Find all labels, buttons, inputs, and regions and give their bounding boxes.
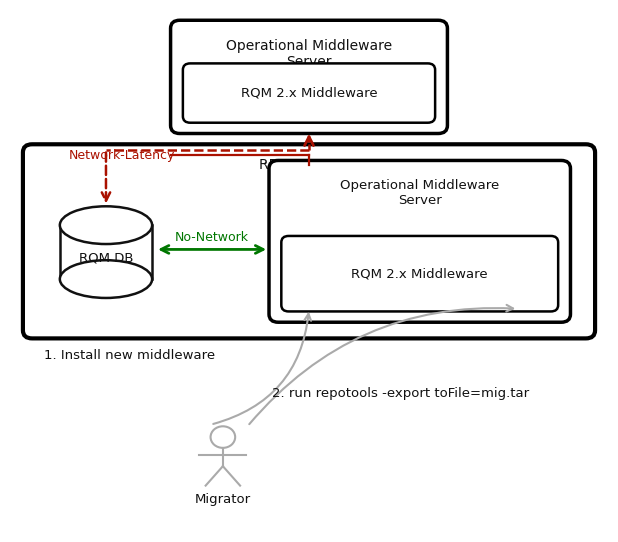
Text: 1. Install new middleware: 1. Install new middleware (44, 349, 216, 362)
Text: RQM DB: RQM DB (78, 251, 133, 264)
FancyBboxPatch shape (269, 160, 570, 322)
Text: No-Network: No-Network (175, 231, 249, 244)
Text: Network-Latency: Network-Latency (69, 149, 176, 162)
FancyArrowPatch shape (249, 305, 513, 424)
Ellipse shape (60, 260, 152, 298)
Text: Operational Middleware
Server: Operational Middleware Server (340, 179, 499, 208)
Polygon shape (60, 225, 152, 279)
Text: 2. run repotools -export toFile=mig.tar: 2. run repotools -export toFile=mig.tar (272, 387, 529, 400)
FancyBboxPatch shape (171, 20, 447, 133)
FancyBboxPatch shape (23, 144, 595, 338)
Text: RDBMS Server: RDBMS Server (259, 158, 359, 172)
Text: Migrator: Migrator (195, 493, 251, 506)
FancyBboxPatch shape (183, 63, 435, 122)
Text: RQM 2.x Middleware: RQM 2.x Middleware (352, 267, 488, 280)
Ellipse shape (60, 207, 152, 244)
Text: Operational Middleware
Server: Operational Middleware Server (226, 39, 392, 69)
Text: RQM 2.x Middleware: RQM 2.x Middleware (240, 87, 378, 100)
FancyArrowPatch shape (213, 314, 311, 424)
FancyBboxPatch shape (281, 236, 558, 312)
